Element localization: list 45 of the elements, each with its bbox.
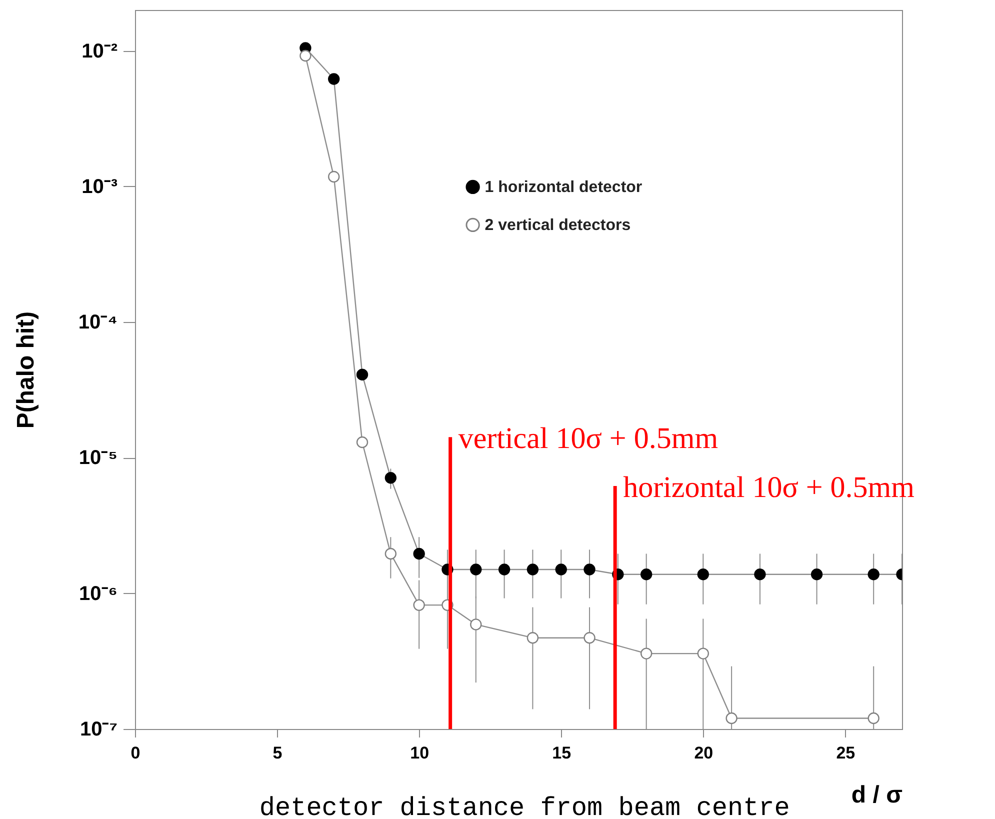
ref-line-label: horizontal 10σ + 0.5mm — [623, 470, 914, 504]
point — [868, 568, 880, 580]
y-tick-label: 10⁻⁵ — [78, 447, 118, 470]
x-tick-label: 10 — [410, 744, 430, 762]
point — [413, 599, 425, 611]
x-axis-title: d / σ — [851, 782, 902, 808]
y-axis-title: P(halo hit) — [12, 311, 40, 429]
y-tick-label: 10⁻⁶ — [79, 582, 118, 605]
point — [498, 564, 510, 576]
point — [640, 648, 652, 660]
point — [726, 712, 738, 724]
ref-line-label: vertical 10σ + 0.5mm — [458, 422, 718, 456]
y-tick-label: 10⁻³ — [82, 176, 118, 198]
point — [328, 73, 340, 85]
point — [697, 568, 709, 580]
text: detector distance from beam centre — [259, 793, 790, 819]
x-tick-label: 15 — [552, 744, 572, 762]
point — [526, 632, 539, 644]
legend-label: 1 horizontal detector — [484, 178, 642, 196]
point — [868, 712, 880, 724]
y-tick-label: 10⁻⁴ — [78, 312, 118, 334]
point — [555, 564, 567, 576]
point — [384, 548, 397, 560]
y-tick-label: 10⁻⁷ — [80, 718, 118, 740]
x-tick-label: 20 — [694, 744, 714, 762]
point — [470, 618, 482, 630]
point — [640, 568, 652, 580]
point — [384, 472, 397, 484]
point — [470, 564, 482, 576]
point — [328, 170, 340, 183]
x-tick-label: 5 — [272, 744, 282, 762]
legend-label: 2 vertical detectors — [484, 216, 631, 234]
x-tick-label: 0 — [130, 744, 140, 762]
point — [584, 564, 596, 576]
point — [356, 368, 368, 380]
point — [754, 568, 766, 580]
x-tick-label: 25 — [836, 744, 856, 762]
point — [356, 436, 368, 448]
point — [697, 648, 709, 660]
y-tick-label: 10⁻² — [82, 40, 118, 62]
point — [413, 548, 425, 560]
point — [584, 632, 596, 644]
point — [526, 564, 539, 576]
point — [300, 50, 312, 62]
point — [810, 568, 823, 580]
